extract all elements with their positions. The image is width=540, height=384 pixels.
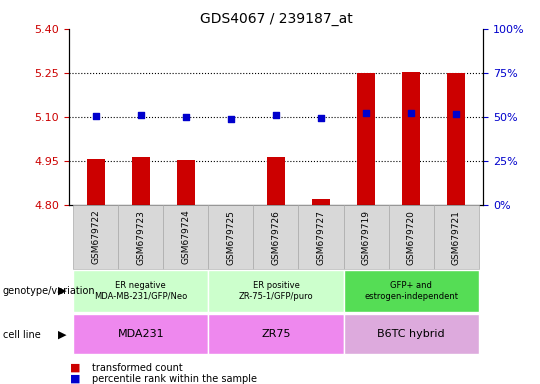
Bar (118, 205, 163, 269)
Bar (434, 205, 479, 269)
Point (407, 109, 415, 116)
Bar (402, 72, 420, 205)
Bar (208, 205, 253, 269)
Point (137, 112, 145, 118)
Text: ▶: ▶ (58, 330, 66, 340)
Text: ■: ■ (70, 374, 80, 384)
Text: ▶: ▶ (58, 286, 66, 296)
Bar (163, 205, 208, 269)
Bar (86, 159, 105, 205)
Bar (208, 314, 343, 354)
Point (227, 116, 235, 122)
Bar (447, 73, 465, 205)
Text: ZR75: ZR75 (261, 329, 291, 339)
Text: percentile rank within the sample: percentile rank within the sample (92, 374, 257, 384)
Point (316, 115, 325, 121)
Text: GSM679723: GSM679723 (136, 210, 145, 265)
Bar (73, 314, 208, 354)
Bar (357, 73, 375, 205)
Point (272, 112, 280, 118)
Bar (389, 205, 434, 269)
Text: GSM679722: GSM679722 (91, 210, 100, 265)
Point (452, 111, 461, 117)
Text: MDA231: MDA231 (117, 329, 164, 339)
Bar (267, 157, 285, 205)
Text: GSM679724: GSM679724 (181, 210, 190, 265)
Bar (208, 270, 343, 312)
Text: GSM679719: GSM679719 (362, 210, 370, 265)
Text: GFP+ and
estrogen-independent: GFP+ and estrogen-independent (364, 281, 458, 301)
Bar (343, 314, 479, 354)
Text: GSM679727: GSM679727 (316, 210, 326, 265)
Bar (299, 205, 343, 269)
Title: GDS4067 / 239187_at: GDS4067 / 239187_at (200, 12, 352, 26)
Bar (253, 205, 299, 269)
Text: transformed count: transformed count (92, 363, 183, 373)
Bar (343, 270, 479, 312)
Text: ER negative
MDA-MB-231/GFP/Neo: ER negative MDA-MB-231/GFP/Neo (94, 281, 187, 301)
Text: cell line: cell line (3, 330, 40, 340)
Text: GSM679721: GSM679721 (452, 210, 461, 265)
Text: B6TC hybrid: B6TC hybrid (377, 329, 445, 339)
Text: GSM679726: GSM679726 (272, 210, 280, 265)
Text: genotype/variation: genotype/variation (3, 286, 96, 296)
Bar (343, 205, 389, 269)
Text: ER positive
ZR-75-1/GFP/puro: ER positive ZR-75-1/GFP/puro (239, 281, 313, 301)
Bar (177, 160, 195, 205)
Bar (312, 199, 330, 205)
Bar (73, 205, 118, 269)
Bar (132, 157, 150, 205)
Point (362, 109, 370, 116)
Point (181, 113, 190, 119)
Text: GSM679725: GSM679725 (226, 210, 235, 265)
Text: GSM679720: GSM679720 (407, 210, 416, 265)
Point (91, 113, 100, 119)
Bar (73, 270, 208, 312)
Text: ■: ■ (70, 363, 80, 373)
